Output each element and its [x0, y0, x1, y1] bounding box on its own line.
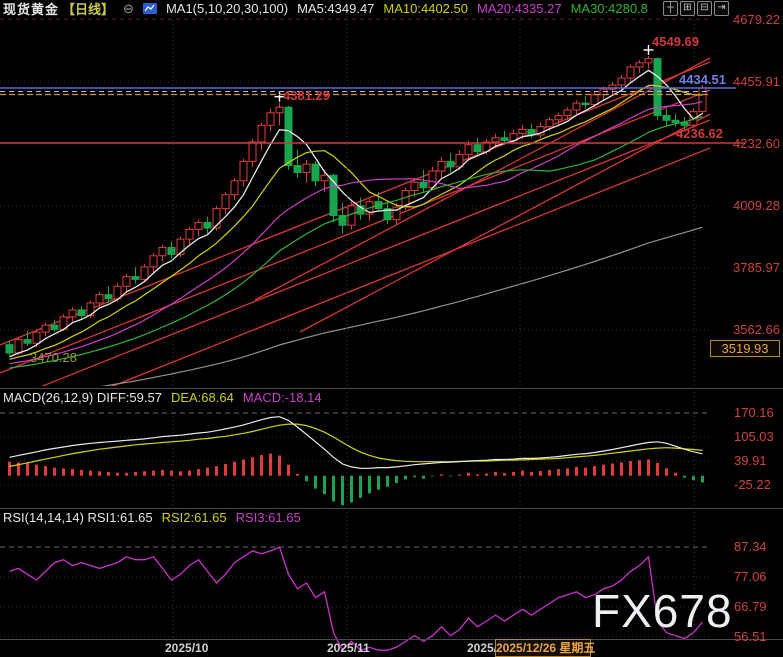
axis-tick-label: 56.51 [734, 629, 767, 644]
ma-settings-label: MA1(5,10,20,30,100) [165, 1, 289, 16]
ma5-value: MA5:4349.47 [297, 1, 375, 16]
axis-tick-label: 39.91 [734, 453, 767, 468]
rsi-legend: RSI(14,14,14) RSI1:61.65 RSI2:61.65 RSI3… [3, 510, 301, 525]
rsi2-value: RSI2:61.65 [161, 510, 227, 525]
axis-price-box: 3519.93 [710, 340, 780, 357]
period-label: 【日线】 [62, 2, 115, 17]
axis-tick-label: 87.34 [734, 539, 767, 554]
axis-tick-label: 3562.66 [733, 322, 780, 337]
axis-tick-label: 4679.22 [733, 12, 780, 27]
x-axis-label-oct: 2025/10 [165, 641, 209, 655]
x-axis-label-dec: 2025/ [467, 641, 498, 655]
axis-tick-label: 4232.60 [733, 136, 780, 151]
watermark-logo: FX678 [592, 585, 733, 637]
collapse-icon[interactable]: ⊖ [123, 1, 134, 16]
annotation-support-level: 4236.62 [676, 126, 723, 141]
annotation-oct-high: 4381.29 [283, 88, 330, 103]
symbol-name: 现货黄金 [3, 2, 60, 17]
axis-tick-label: -25.22 [734, 477, 771, 492]
macd-legend: MACD(26,12,9) DIFF:59.57 DEA:68.64 MACD:… [3, 390, 322, 405]
current-date-badge: 2025/12/26 星期五 [495, 639, 596, 657]
rsi3-value: RSI3:61.65 [235, 510, 301, 525]
axis-tick-label: 3785.97 [733, 260, 780, 275]
annotation-low: 3470.28 [30, 350, 77, 365]
rsi1-value: RSI(14,14,14) RSI1:61.65 [3, 510, 153, 525]
axis-tick-label: 77.06 [734, 569, 767, 584]
title-bar: 现货黄金 【日线】 ⊖ MA1(5,10,20,30,100) MA5:4349.… [3, 1, 648, 17]
ma10-value: MA10:4402.50 [383, 1, 468, 16]
axis-tick-label: 4455.91 [733, 74, 780, 89]
macd-dea-value: DEA:68.64 [170, 390, 234, 405]
y-axis-left-icon[interactable]: ⊞ [680, 1, 695, 16]
axis-tick-label: 105.03 [734, 429, 774, 444]
chart-type-icon[interactable] [142, 3, 157, 14]
annotation-last-close: 4434.51 [679, 72, 726, 87]
crosshair-tool-icon[interactable]: ┼ [663, 1, 678, 16]
ma20-value: MA20:4335.27 [477, 1, 562, 16]
axis-tick-label: 170.16 [734, 405, 774, 420]
axis-tick-label: 66.79 [734, 599, 767, 614]
ma30-value: MA30:4280.8 [570, 1, 648, 16]
y-axis-auto-icon[interactable]: ⊟ [697, 1, 712, 16]
annotation-dec-high: 4549.69 [652, 34, 699, 49]
chart-toolbar: ┼ ⊞ ⊟ ⇥ [663, 1, 729, 16]
macd-bar-value: MACD:-18.14 [242, 390, 322, 405]
macd-diff-value: MACD(26,12,9) DIFF:59.57 [3, 390, 162, 405]
shift-right-icon[interactable]: ⇥ [714, 1, 729, 16]
x-axis-label-nov: 2025/11 [327, 641, 370, 655]
axis-tick-label: 4009.28 [733, 198, 780, 213]
